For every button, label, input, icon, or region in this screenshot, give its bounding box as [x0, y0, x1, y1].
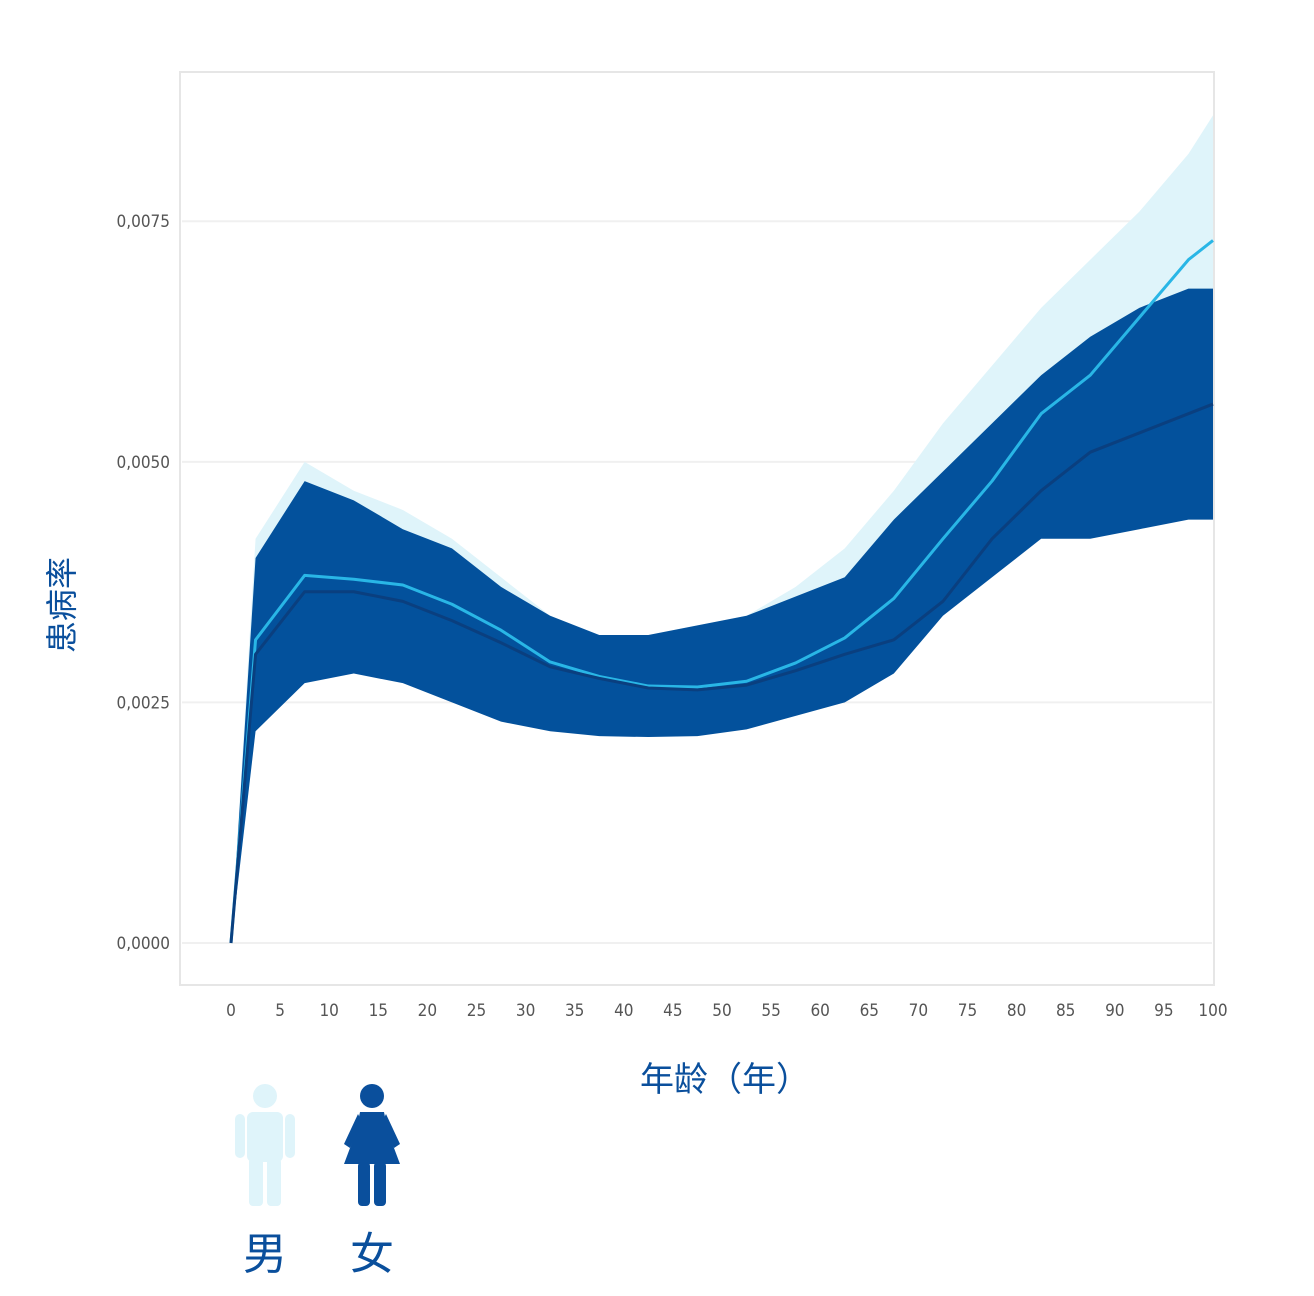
x-tick-label: 85	[1056, 1001, 1075, 1021]
confidence-bands	[231, 115, 1213, 944]
x-tick-label: 75	[958, 1001, 977, 1021]
x-tick-labels: 0 5 10 15 20 25 30 35 40 45 50 55 60 65 70 75 80 85 90 95 10…	[226, 1001, 1227, 1021]
x-axis-label: 年龄（年）	[640, 1060, 810, 1100]
y-tick-label: 0,0000	[117, 934, 171, 954]
x-tick-label: 55	[761, 1001, 780, 1021]
x-tick-label: 80	[1007, 1001, 1026, 1021]
y-tick-label: 0,0025	[117, 693, 171, 713]
x-tick-label: 15	[369, 1001, 388, 1021]
legend-item-female: 女	[332, 1082, 412, 1282]
series-lines	[229, 239, 1214, 944]
series-line-female	[229, 402, 1214, 944]
x-tick-label: 100	[1198, 1001, 1227, 1021]
x-tick-label: 95	[1154, 1001, 1173, 1021]
female-person-icon	[344, 1084, 400, 1206]
legend-label-female: 女	[350, 1229, 394, 1280]
x-tick-label: 30	[516, 1001, 535, 1021]
series-line-male	[229, 239, 1214, 944]
x-tick-label: 0	[226, 1001, 236, 1021]
x-tick-label: 65	[860, 1001, 879, 1021]
y-tick-label: 0,0050	[117, 453, 171, 473]
legend-label-male: 男	[243, 1229, 287, 1280]
x-tick-label: 40	[614, 1001, 633, 1021]
legend-item-male: 男	[225, 1082, 305, 1282]
x-tick-label: 5	[275, 1001, 285, 1021]
y-axis-label: 患病率	[43, 557, 81, 654]
x-tick-label: 90	[1105, 1001, 1124, 1021]
confidence-band-female	[231, 288, 1213, 944]
x-tick-label: 10	[319, 1001, 338, 1021]
x-tick-label: 25	[467, 1001, 486, 1021]
x-tick-label: 45	[663, 1001, 682, 1021]
x-tick-label: 20	[418, 1001, 437, 1021]
x-tick-label: 35	[565, 1001, 584, 1021]
x-tick-label: 60	[810, 1001, 829, 1021]
y-tick-labels: 0,0000 0,0025 0,0050 0,0075	[117, 212, 171, 954]
x-tick-label: 50	[712, 1001, 731, 1021]
male-person-icon	[235, 1084, 295, 1206]
y-tick-label: 0,0075	[117, 212, 171, 232]
x-tick-label: 70	[909, 1001, 928, 1021]
